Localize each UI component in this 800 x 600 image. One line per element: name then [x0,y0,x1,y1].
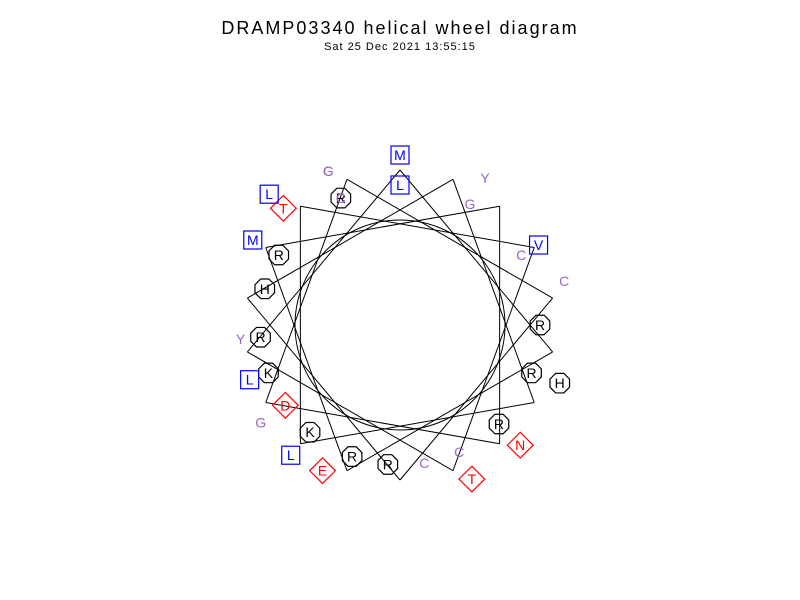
residue-label: C [336,190,346,206]
residue-label: H [555,375,565,391]
residue-label: R [383,456,393,472]
residue-label: M [394,147,406,163]
residue-label: M [247,232,259,248]
residue-label: G [323,163,334,179]
residue-label: H [260,281,270,297]
residue-label: T [468,471,477,487]
residue-label: G [465,196,476,212]
residue-label: L [287,447,295,463]
residue-label: D [280,397,290,413]
inner-circle [295,220,505,430]
residue-label: C [559,273,569,289]
residue-label: V [534,237,544,253]
residue-label: L [265,186,273,202]
residue-label: R [526,365,536,381]
residue-label: T [279,200,288,216]
residue-label: R [347,449,357,465]
residue-label: R [494,416,504,432]
residue-label: K [305,424,315,440]
residue-label: L [396,177,404,193]
residue-label: K [264,365,274,381]
residue-label: C [454,444,464,460]
residue-label: Y [236,331,246,347]
residue-label: R [255,329,265,345]
residue-label: N [515,437,525,453]
residue-label: C [516,247,526,263]
residue-label: R [274,247,284,263]
residue-label: C [419,455,429,471]
residue-label: E [318,463,327,479]
helical-wheel-svg: MLGYCVCRRHRNCTCRREKLDGKLRYHRMTLRCCG [0,0,800,600]
residue-label: R [535,317,545,333]
residue-label: G [255,415,266,431]
residue-label: Y [480,170,490,186]
residue-label: L [246,372,254,388]
